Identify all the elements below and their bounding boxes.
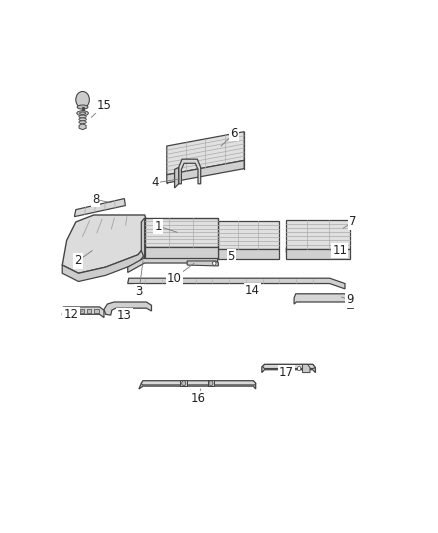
Text: 15: 15	[96, 99, 111, 111]
Polygon shape	[62, 245, 146, 281]
Polygon shape	[104, 302, 152, 315]
Polygon shape	[145, 218, 218, 247]
Circle shape	[76, 92, 89, 108]
Text: 7: 7	[349, 215, 357, 229]
Polygon shape	[262, 365, 315, 373]
Polygon shape	[218, 248, 279, 259]
Polygon shape	[180, 380, 187, 386]
Polygon shape	[167, 160, 244, 183]
Ellipse shape	[79, 118, 86, 121]
Polygon shape	[128, 278, 345, 289]
Polygon shape	[262, 365, 315, 368]
Polygon shape	[141, 381, 256, 385]
Text: 5: 5	[228, 251, 235, 263]
Text: 8: 8	[92, 193, 99, 206]
Polygon shape	[286, 220, 350, 248]
Polygon shape	[286, 248, 350, 259]
Text: 10: 10	[167, 272, 182, 285]
Polygon shape	[62, 307, 104, 318]
Bar	[94, 309, 99, 313]
Polygon shape	[347, 304, 353, 308]
Polygon shape	[79, 124, 86, 130]
Text: 1: 1	[155, 220, 162, 232]
Text: 16: 16	[191, 392, 205, 405]
Text: 2: 2	[74, 254, 81, 268]
Circle shape	[297, 366, 301, 370]
Polygon shape	[208, 380, 214, 386]
Polygon shape	[145, 247, 218, 257]
Text: 11: 11	[332, 244, 347, 257]
Ellipse shape	[80, 112, 86, 115]
Polygon shape	[128, 257, 218, 272]
Polygon shape	[179, 159, 201, 184]
Ellipse shape	[79, 115, 86, 118]
Circle shape	[212, 261, 216, 265]
Ellipse shape	[77, 111, 88, 116]
Polygon shape	[294, 294, 354, 304]
Polygon shape	[139, 381, 256, 389]
Polygon shape	[175, 167, 179, 188]
Text: 9: 9	[346, 294, 354, 306]
Text: 17: 17	[279, 366, 294, 379]
Polygon shape	[74, 199, 125, 216]
Circle shape	[182, 381, 186, 386]
Text: 14: 14	[245, 284, 260, 297]
Polygon shape	[167, 132, 244, 175]
Polygon shape	[343, 253, 347, 257]
Text: 12: 12	[64, 308, 78, 321]
Text: 4: 4	[151, 176, 159, 189]
Ellipse shape	[77, 105, 88, 109]
Polygon shape	[187, 261, 219, 266]
Ellipse shape	[79, 121, 86, 124]
Polygon shape	[286, 248, 350, 253]
Polygon shape	[218, 221, 279, 248]
Polygon shape	[62, 215, 146, 273]
Polygon shape	[303, 365, 310, 373]
Bar	[66, 309, 70, 313]
Text: 3: 3	[135, 285, 143, 298]
Bar	[87, 309, 92, 313]
Polygon shape	[141, 218, 145, 259]
Bar	[80, 309, 84, 313]
Text: 13: 13	[117, 309, 132, 321]
Bar	[73, 309, 77, 313]
Text: 6: 6	[230, 127, 238, 140]
Circle shape	[209, 381, 213, 386]
